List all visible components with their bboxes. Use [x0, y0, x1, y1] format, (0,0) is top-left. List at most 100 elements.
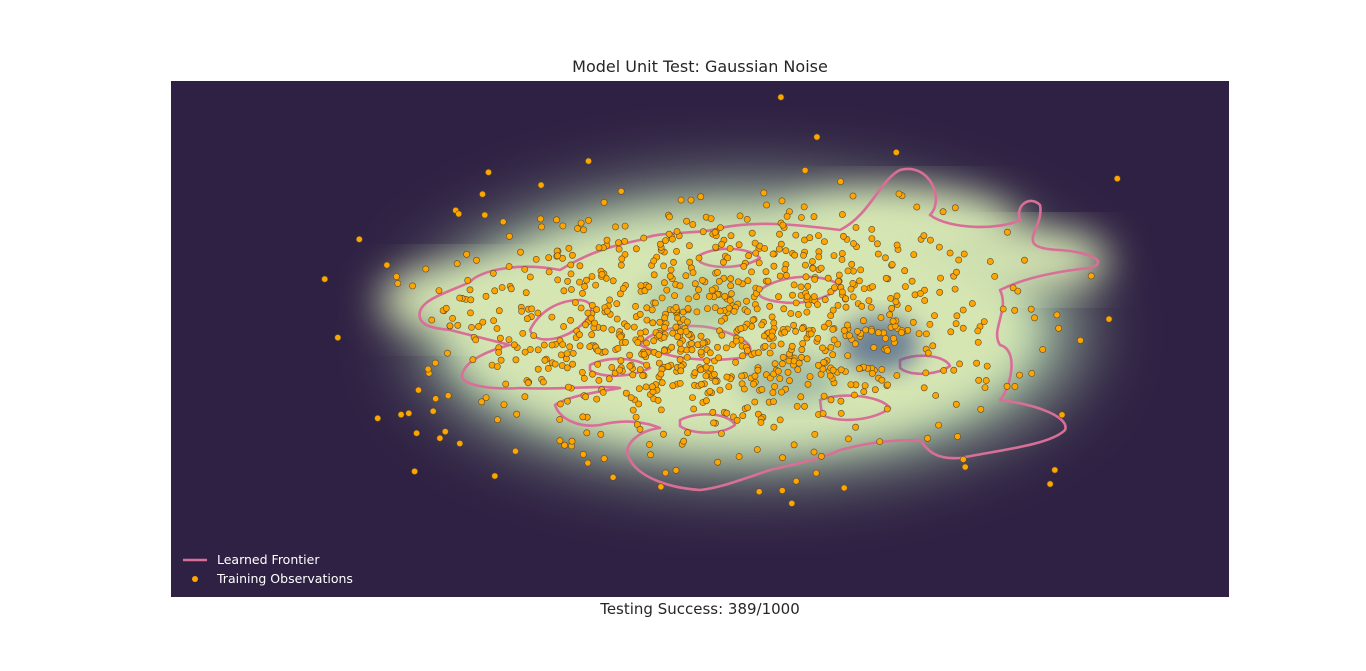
training-observation-point: [902, 283, 909, 290]
training-observation-point: [860, 285, 868, 292]
training-observation-point: [1003, 382, 1011, 390]
training-observation-point: [1055, 324, 1062, 332]
training-observation-point: [626, 362, 634, 370]
training-observation-point: [810, 293, 818, 300]
training-observation-point: [752, 249, 760, 257]
training-observation-point: [660, 347, 668, 354]
training-observation-point: [776, 230, 783, 238]
training-observation-point: [754, 366, 762, 374]
training-observation-point: [556, 437, 564, 445]
training-observation-point: [589, 370, 596, 378]
training-observation-point: [537, 215, 544, 223]
training-observation-point: [473, 256, 480, 264]
training-observation-point: [593, 395, 601, 403]
training-observation-point: [799, 325, 806, 332]
training-observation-point: [849, 293, 857, 301]
training-observation-point: [779, 454, 786, 462]
training-observation-point: [578, 368, 586, 376]
training-observation-point: [568, 286, 575, 293]
training-observation-point: [673, 228, 681, 235]
training-observation-point: [895, 190, 903, 198]
training-observation-point: [576, 278, 583, 286]
training-observation-point: [770, 398, 777, 405]
training-observation-point: [564, 277, 571, 285]
training-observation-point: [497, 356, 505, 364]
training-observation-point: [821, 238, 828, 245]
training-observation-point: [855, 365, 863, 373]
training-observation-point: [798, 353, 805, 361]
training-observation-point: [682, 272, 690, 280]
training-observation-point: [718, 240, 726, 248]
training-observation-point: [413, 429, 420, 437]
training-observation-point: [682, 328, 690, 335]
training-observation-point: [545, 268, 553, 276]
training-observation-point: [776, 272, 784, 280]
training-observation-point: [1027, 305, 1035, 313]
training-observation-point: [952, 320, 960, 328]
training-observation-point: [711, 377, 719, 385]
training-observation-point: [923, 330, 930, 338]
training-observation-point: [482, 394, 490, 401]
training-observation-point: [660, 262, 667, 270]
training-observation-point: [781, 328, 788, 336]
training-observation-point: [924, 434, 931, 442]
training-observation-point: [686, 242, 693, 250]
training-observation-point: [779, 353, 787, 361]
training-observation-point: [643, 339, 650, 347]
training-observation-point: [537, 181, 545, 189]
training-observation-point: [744, 277, 752, 285]
training-observation-point: [685, 295, 692, 303]
training-observation-point: [792, 477, 800, 485]
training-observation-point: [579, 413, 587, 421]
training-observation-point: [755, 259, 763, 267]
training-observation-point: [637, 282, 645, 289]
training-observation-point: [595, 244, 603, 252]
training-observation-point: [926, 320, 934, 328]
training-observation-point: [444, 349, 451, 357]
training-observation-point: [698, 380, 705, 388]
training-observation-point: [468, 323, 475, 331]
training-observation-point: [893, 241, 901, 249]
training-observation-point: [699, 276, 706, 284]
training-observation-point: [609, 277, 617, 285]
training-observation-point: [567, 270, 575, 278]
training-observation-point: [629, 371, 637, 379]
training-observation-point: [684, 429, 691, 437]
training-observation-point: [882, 254, 889, 262]
training-observation-point: [559, 341, 567, 348]
training-observation-point: [489, 269, 497, 277]
training-observation-point: [854, 327, 861, 335]
training-observation-point: [697, 193, 705, 201]
training-observation-point: [718, 430, 725, 437]
training-observation-point: [699, 228, 707, 236]
training-observation-point: [892, 298, 900, 306]
training-observation-point: [606, 296, 614, 304]
training-observation-point: [334, 334, 342, 341]
chart-title: Model Unit Test: Gaussian Noise: [572, 57, 828, 76]
training-observation-point: [775, 245, 783, 253]
training-observation-point: [658, 294, 666, 302]
training-observation-point: [619, 285, 627, 292]
training-observation-point: [790, 321, 797, 329]
training-observation-point: [453, 260, 461, 268]
training-observation-point: [714, 268, 721, 276]
training-observation-point: [766, 302, 774, 310]
training-observation-point: [583, 276, 590, 284]
training-observation-point: [1016, 371, 1023, 379]
training-observation-point: [683, 217, 690, 225]
training-observation-point: [778, 487, 786, 494]
training-observation-point: [691, 369, 699, 377]
training-observation-point: [689, 394, 696, 401]
training-observation-point: [800, 251, 807, 259]
training-observation-point: [321, 275, 329, 283]
training-observation-point: [415, 386, 422, 394]
training-observation-point: [432, 395, 440, 403]
training-observation-point: [871, 386, 879, 394]
training-observation-point: [751, 398, 759, 406]
training-observation-point: [739, 352, 746, 360]
training-observation-point: [732, 337, 740, 345]
training-observation-point: [577, 304, 585, 312]
training-observation-point: [594, 360, 602, 368]
training-observation-point: [807, 330, 815, 338]
training-observation-point: [598, 270, 606, 278]
